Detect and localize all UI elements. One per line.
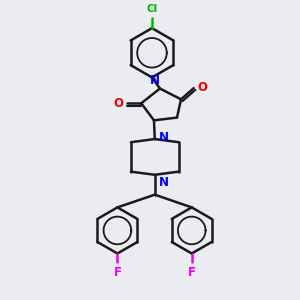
- Text: F: F: [113, 266, 122, 279]
- Text: N: N: [150, 74, 160, 87]
- Text: O: O: [197, 81, 207, 94]
- Text: N: N: [159, 176, 169, 189]
- Text: N: N: [159, 131, 169, 144]
- Text: Cl: Cl: [146, 4, 158, 14]
- Text: O: O: [113, 97, 123, 110]
- Text: F: F: [188, 266, 196, 279]
